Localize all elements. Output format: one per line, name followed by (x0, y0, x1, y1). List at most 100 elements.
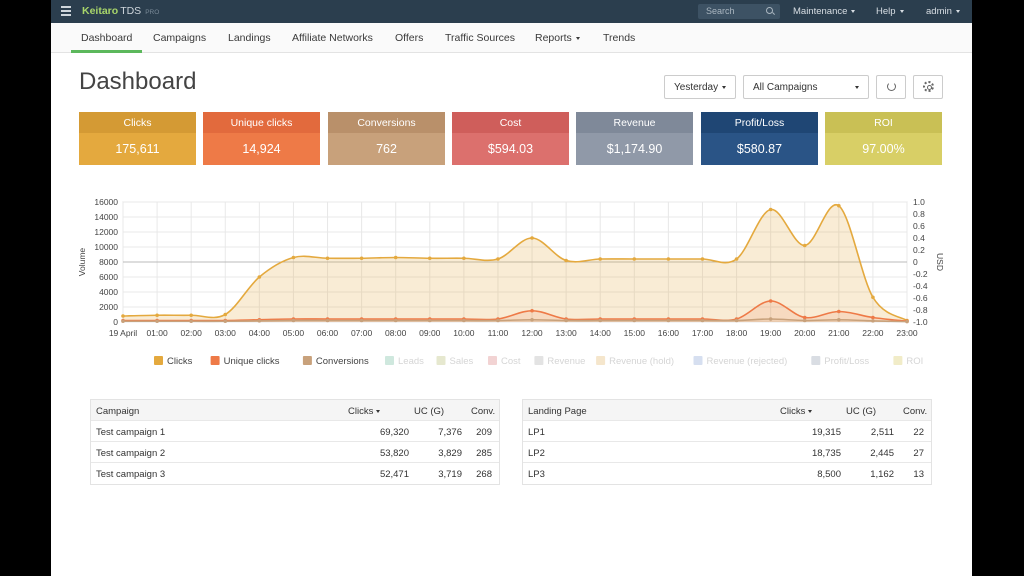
legend-item-profit-loss[interactable]: Profit/Loss (824, 356, 869, 367)
cell-name[interactable]: LP1 (528, 427, 545, 438)
y2-tick-label: -0.2 (913, 269, 928, 279)
y2-tick-label: -1.0 (913, 317, 928, 327)
point-conversions (291, 318, 296, 323)
point-clicks (223, 312, 228, 317)
caret-down-icon (851, 9, 856, 13)
col-uc[interactable]: UC (G) (846, 406, 877, 417)
legend-swatch-revenue-hold-[interactable] (596, 356, 606, 365)
table-row[interactable]: Test campaign 3 52,471 3,719 268 (91, 463, 499, 484)
point-clicks (496, 257, 500, 261)
point-conversions (427, 318, 432, 323)
x-tick-label: 16:00 (658, 328, 680, 338)
period-dropdown[interactable]: Yesterday (664, 75, 736, 99)
cell-name[interactable]: Test campaign 3 (96, 469, 166, 480)
table-row[interactable]: LP1 19,315 2,511 22 (523, 421, 931, 442)
stat-card-clicks: Clicks 175,611 (79, 112, 196, 165)
legend-item-leads[interactable]: Leads (398, 356, 424, 367)
point-clicks (768, 207, 773, 212)
menu-icon[interactable] (61, 6, 71, 16)
user-menu[interactable]: admin (926, 6, 960, 17)
legend-swatch-revenue[interactable] (534, 356, 544, 365)
active-tab-indicator (71, 50, 142, 53)
y2-tick-label: 0.4 (913, 233, 925, 243)
legend-item-unique-clicks[interactable]: Unique clicks (224, 356, 280, 367)
col-uc[interactable]: UC (G) (414, 406, 445, 417)
y2-tick-label: 0.8 (913, 209, 925, 219)
col-conv[interactable]: Conv. (471, 406, 496, 417)
x-tick-label: 13:00 (555, 328, 577, 338)
search-icon[interactable] (766, 7, 773, 14)
point-conversions (666, 318, 671, 323)
nav-landings[interactable]: Landings (228, 32, 271, 44)
refresh-button[interactable] (876, 75, 906, 99)
legend-swatch-sales[interactable] (436, 356, 446, 365)
help-menu[interactable]: Help (876, 6, 904, 17)
nav-affiliate-networks[interactable]: Affiliate Networks (292, 32, 373, 44)
col-clicks[interactable]: Clicks (348, 406, 381, 417)
legend-item-revenue[interactable]: Revenue (547, 356, 585, 367)
point-conversions (632, 318, 637, 323)
legend-item-revenue-rejected-[interactable]: Revenue (rejected) (707, 356, 788, 367)
legend-swatch-roi[interactable] (893, 356, 903, 365)
x-tick-label: 09:00 (419, 328, 441, 338)
nav-traffic-sources[interactable]: Traffic Sources (445, 32, 516, 44)
nav-offers[interactable]: Offers (395, 32, 424, 44)
col-conv[interactable]: Conv. (903, 406, 928, 417)
x-tick-label: 10:00 (453, 328, 475, 338)
x-tick-label: 20:00 (794, 328, 816, 338)
table-row[interactable]: Test campaign 1 69,320 7,376 209 (91, 421, 499, 442)
legend-item-clicks[interactable]: Clicks (167, 356, 193, 367)
x-tick-label: 19:00 (760, 328, 782, 338)
nav-trends[interactable]: Trends (603, 32, 636, 44)
legend-item-roi[interactable]: ROI (906, 356, 923, 367)
campaign-select[interactable]: All Campaigns (743, 75, 869, 99)
point-conversions (257, 319, 262, 323)
cell-name[interactable]: Test campaign 1 (96, 427, 166, 438)
cell-conv: 27 (913, 448, 924, 459)
point-clicks (121, 314, 125, 318)
x-tick-label: 04:00 (249, 328, 271, 338)
nav-dashboard[interactable]: Dashboard (81, 32, 133, 44)
col-landing-page[interactable]: Landing Page (528, 406, 587, 417)
point-conversions (393, 318, 398, 323)
table-header: Campaign Clicks UC (G) Conv. (91, 400, 499, 421)
cell-conv: 22 (913, 427, 924, 438)
legend-swatch-conversions[interactable] (302, 356, 312, 365)
cell-uc: 2,511 (870, 427, 894, 438)
legend-swatch-clicks[interactable] (154, 356, 163, 365)
brand-logo[interactable]: Keitaro TDS PRO (82, 5, 159, 17)
legend-item-conversions[interactable]: Conversions (316, 356, 369, 367)
point-clicks (462, 256, 466, 261)
cell-name[interactable]: Test campaign 2 (96, 448, 166, 459)
legend-item-revenue-hold-[interactable]: Revenue (hold) (609, 356, 674, 367)
point-clicks (700, 257, 705, 261)
legend-swatch-cost[interactable] (488, 356, 497, 365)
table-row[interactable]: Test campaign 2 53,820 3,829 285 (91, 442, 499, 463)
stat-card-unique-clicks: Unique clicks 14,924 (203, 112, 320, 165)
legend-swatch-revenue-rejected-[interactable] (693, 356, 703, 365)
table-row[interactable]: LP2 18,735 2,445 27 (523, 442, 931, 463)
cell-clicks: 19,315 (811, 427, 841, 438)
legend-swatch-profit-loss[interactable] (811, 356, 821, 365)
settings-button[interactable] (913, 75, 943, 99)
nav-reports-label: Reports (535, 32, 572, 44)
cell-name[interactable]: LP3 (528, 469, 545, 480)
maintenance-menu[interactable]: Maintenance (793, 6, 856, 17)
point-clicks (291, 255, 296, 260)
nav-campaigns[interactable]: Campaigns (153, 32, 207, 44)
legend-item-sales[interactable]: Sales (450, 356, 474, 367)
search-input[interactable]: Search (698, 4, 780, 19)
x-tick-label: 15:00 (624, 328, 646, 338)
legend-item-cost[interactable]: Cost (501, 356, 521, 367)
legend-swatch-unique-clicks[interactable] (210, 356, 220, 365)
col-clicks[interactable]: Clicks (780, 406, 813, 417)
point-clicks (155, 313, 159, 318)
cell-name[interactable]: LP2 (528, 448, 545, 459)
legend-swatch-leads[interactable] (385, 356, 394, 365)
cell-conv: 268 (476, 469, 492, 480)
stat-value: $580.87 (701, 133, 818, 165)
caret-down-icon (575, 36, 580, 40)
nav-reports[interactable]: Reports (535, 32, 580, 44)
col-campaign[interactable]: Campaign (96, 406, 140, 417)
table-row[interactable]: LP3 8,500 1,162 13 (523, 463, 931, 484)
